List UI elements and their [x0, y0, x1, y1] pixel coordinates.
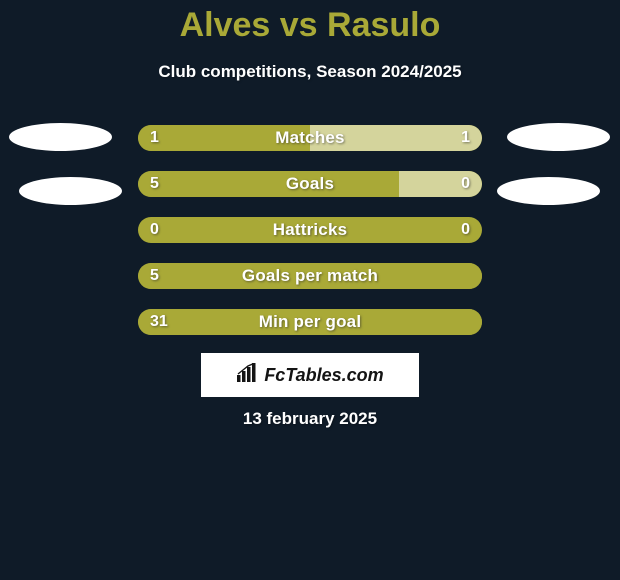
- date-line: 13 february 2025: [0, 409, 620, 429]
- stat-bars: Matches11Goals50Hattricks00Goals per mat…: [138, 125, 482, 355]
- bar-label: Matches: [138, 128, 482, 148]
- bar-value-left: 1: [150, 129, 159, 147]
- badge-left-bot: [19, 177, 122, 205]
- footer-brand-box: FcTables.com: [201, 353, 419, 397]
- chart-icon: [236, 363, 258, 388]
- badge-right-bot: [497, 177, 600, 205]
- bar-label: Hattricks: [138, 220, 482, 240]
- stat-bar-row: Goals per match5: [138, 263, 482, 289]
- stage: Alves vs Rasulo Club competitions, Seaso…: [0, 0, 620, 580]
- stat-bar-row: Min per goal31: [138, 309, 482, 335]
- bar-value-left: 5: [150, 175, 159, 193]
- page-title: Alves vs Rasulo: [0, 6, 620, 45]
- bar-label: Goals: [138, 174, 482, 194]
- badge-right-top: [507, 123, 610, 151]
- bar-label: Goals per match: [138, 266, 482, 286]
- badge-left-top: [9, 123, 112, 151]
- bar-value-left: 5: [150, 267, 159, 285]
- bar-label: Min per goal: [138, 312, 482, 332]
- stat-bar-row: Hattricks0 0: [138, 217, 482, 243]
- bar-value-right: 1: [461, 129, 470, 147]
- bar-value-right: 0: [461, 221, 470, 239]
- bar-value-right: 0: [461, 175, 470, 193]
- stat-bar-row: Goals5 0: [138, 171, 482, 197]
- subtitle: Club competitions, Season 2024/2025: [0, 62, 620, 82]
- bar-value-left: 31: [150, 313, 168, 331]
- stat-bar-row: Matches1 1: [138, 125, 482, 151]
- brand-text: FcTables.com: [264, 365, 383, 386]
- bar-value-left: 0: [150, 221, 159, 239]
